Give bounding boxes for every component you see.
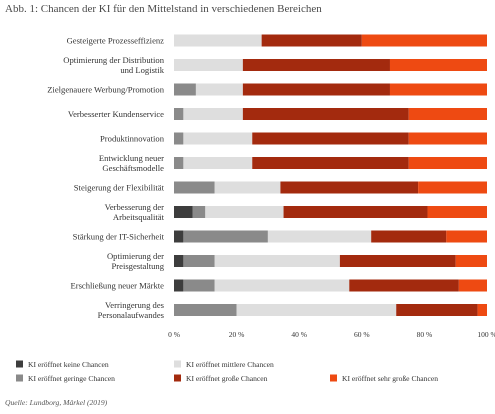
bar-segment-10-2	[214, 279, 350, 292]
bar-segment-2-1	[174, 83, 196, 96]
x-tick-label: 60 %	[354, 330, 370, 339]
bar-segment-5-1	[174, 157, 184, 169]
bar-segment-2-2	[195, 83, 243, 96]
category-label: Verringerung des	[105, 300, 165, 310]
category-label: Preisgestaltung	[111, 261, 164, 271]
bar-segment-4-1	[174, 132, 184, 145]
category-label: Zielgenauere Werbung/Promotion	[47, 85, 165, 95]
bars-layer	[174, 34, 487, 316]
x-tick-label: 0 %	[168, 330, 180, 339]
bar-segment-6-3	[280, 181, 419, 194]
category-label: Arbeitsqualität	[113, 212, 165, 222]
legend-label: KI eröffnet mittlere Chancen	[186, 360, 274, 369]
bar-segment-7-4	[427, 206, 487, 218]
bar-segment-0-3	[261, 34, 362, 47]
bar-segment-3-3	[242, 108, 409, 120]
bar-segment-11-3	[396, 304, 478, 316]
bar-segment-9-0	[174, 255, 184, 267]
legend-label: KI eröffnet geringe Chancen	[28, 374, 115, 383]
legend-swatch	[174, 374, 181, 382]
legend-swatch	[174, 360, 181, 368]
bar-segment-6-2	[214, 181, 281, 194]
bar-segment-9-3	[339, 255, 456, 267]
bar-segment-8-3	[371, 230, 447, 243]
bar-segment-10-4	[458, 279, 487, 292]
bar-segment-3-1	[174, 108, 184, 120]
bar-segment-11-4	[477, 304, 487, 316]
bar-segment-7-1	[192, 206, 206, 218]
bar-segment-7-3	[283, 206, 428, 218]
bar-segment-1-2	[174, 59, 243, 71]
bar-segment-11-2	[236, 304, 397, 316]
category-label: Produktinnovation	[100, 134, 165, 144]
chart-title: Abb. 1: Chancen der KI für den Mittelsta…	[5, 3, 322, 15]
bar-segment-6-4	[418, 181, 487, 194]
bar-segment-0-2	[174, 34, 262, 47]
bar-segment-8-1	[183, 230, 268, 243]
category-label: Entwicklung neuer	[99, 153, 164, 163]
legend-swatch	[16, 360, 23, 368]
legend-label: KI eröffnet sehr große Chancen	[342, 374, 438, 383]
category-label: Optimierung der Distribution	[63, 55, 164, 65]
x-axis-ticks: 0 % 20 % 40 % 60 % 80 % 100 %	[168, 330, 495, 339]
bar-segment-10-1	[183, 279, 215, 292]
bar-segment-8-4	[446, 230, 487, 243]
bar-segment-1-4	[389, 59, 487, 71]
legend-label: KI eröffnet große Chancen	[186, 374, 268, 383]
bar-segment-7-0	[174, 206, 193, 218]
bar-segment-5-2	[183, 157, 253, 169]
bar-segment-9-4	[455, 255, 487, 267]
bar-segment-5-4	[408, 157, 487, 169]
category-label: Steigerung der Flexibilität	[74, 183, 165, 193]
bar-segment-7-2	[205, 206, 284, 218]
category-label: Gesteigerte Prozesseffizienz	[67, 36, 165, 46]
legend: KI eröffnet keine Chancen KI eröffnet ger…	[16, 360, 438, 383]
x-tick-label: 20 %	[229, 330, 245, 339]
bar-segment-4-3	[252, 132, 409, 145]
category-label: Verbesserung der	[105, 202, 165, 212]
bar-segment-2-3	[242, 83, 390, 96]
legend-label: KI eröffnet keine Chancen	[28, 360, 109, 369]
legend-swatch	[330, 374, 337, 382]
bar-segment-10-0	[174, 279, 184, 292]
category-label: Personalaufwandes	[98, 310, 165, 320]
category-label: Optimierung der	[107, 251, 164, 261]
bar-segment-0-4	[361, 34, 487, 47]
category-label: Stärkung der IT-Sicherheit	[73, 232, 165, 242]
bar-segment-3-2	[183, 108, 243, 120]
bar-segment-8-0	[174, 230, 184, 243]
category-label: Erschließung neuer Märkte	[70, 281, 164, 291]
bar-segment-11-1	[174, 304, 237, 316]
bar-segment-10-3	[349, 279, 459, 292]
bar-segment-9-1	[183, 255, 215, 267]
x-tick-label: 40 %	[291, 330, 307, 339]
legend-swatch	[16, 374, 23, 382]
category-label: und Logistik	[120, 65, 164, 75]
bar-segment-6-1	[174, 181, 215, 194]
category-labels: Gesteigerte Prozesseffizienz Optimierung …	[47, 36, 165, 321]
x-tick-label: 80 %	[417, 330, 433, 339]
bar-segment-2-4	[389, 83, 487, 96]
source-note: Quelle: Lundborg, Märkel (2019)	[5, 398, 108, 407]
bar-segment-5-3	[252, 157, 409, 169]
bar-segment-1-3	[242, 59, 390, 71]
bar-segment-9-2	[214, 255, 340, 267]
bar-segment-3-4	[408, 108, 487, 120]
bar-segment-8-2	[267, 230, 372, 243]
x-tick-label: 100 %	[477, 330, 495, 339]
bar-segment-4-2	[183, 132, 253, 145]
category-label: Geschäftsmodelle	[102, 163, 164, 173]
category-label: Verbesserter Kundenservice	[68, 109, 164, 119]
bar-segment-4-4	[408, 132, 487, 145]
